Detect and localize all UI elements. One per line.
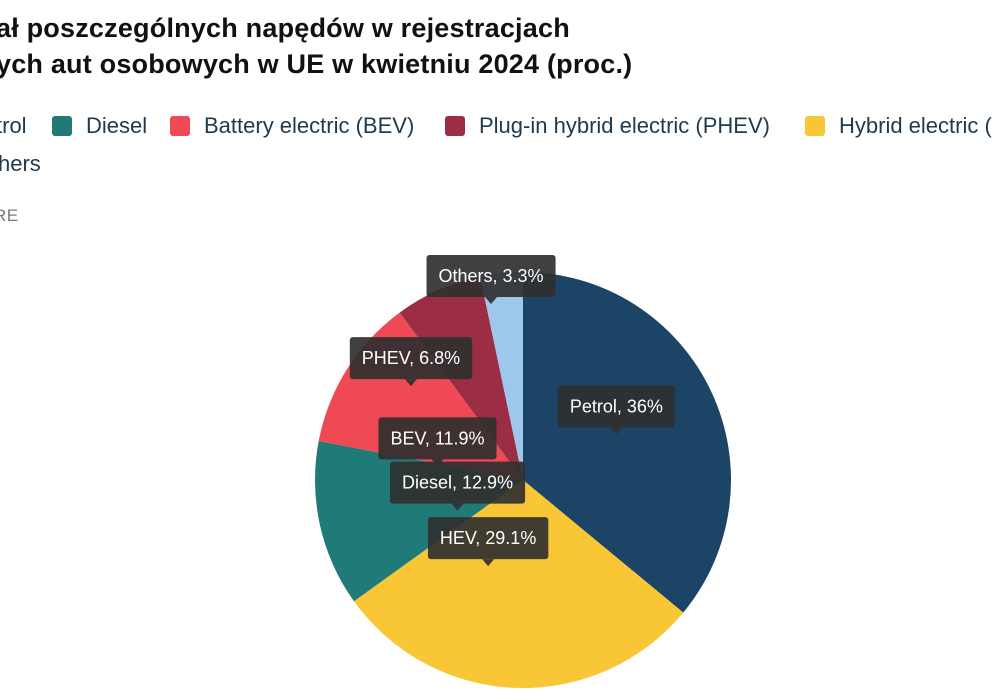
pie-label-box-diesel <box>390 461 526 504</box>
pie-label-pointer-others <box>485 296 498 304</box>
chart-title: ał poszczególnych napędów w rejestracjac… <box>0 10 996 82</box>
legend-item-hev[interactable]: Hybrid electric ( <box>805 113 992 139</box>
chart-legend: trol Diesel Battery electric (BEV) Plug-… <box>0 113 1000 193</box>
legend-swatch-phev <box>445 116 465 136</box>
legend-label-hev: Hybrid electric ( <box>839 113 992 138</box>
pie-label-text-hev: HEV, 29.1% <box>440 528 536 548</box>
pie-label-text-diesel: Diesel, 12.9% <box>402 473 513 493</box>
legend-swatch-bev <box>170 116 190 136</box>
pie-label-pointer-petrol <box>610 427 623 435</box>
pie-label-text-bev: BEV, 11.9% <box>390 428 484 448</box>
pie-label-hev: HEV, 29.1% <box>427 517 549 567</box>
pie-labels: Petrol, 36% HEV, 29.1% Diesel, 12.9% BEV, 1… <box>349 254 675 567</box>
pie-label-box-bev <box>378 417 497 460</box>
pie-label-text-petrol: Petrol, 36% <box>570 396 663 416</box>
pie-slice-hev[interactable] <box>353 480 684 688</box>
pie-label-box-others <box>426 254 556 297</box>
legend-swatch-diesel <box>52 116 72 136</box>
chart-title-line-2: ych aut osobowych w UE w kwietniu 2024 (… <box>0 49 633 79</box>
pie-label-pointer-bev <box>431 459 444 467</box>
pie-label-pointer-phev <box>405 379 418 387</box>
legend-item-phev[interactable]: Plug-in hybrid electric (PHEV) <box>445 113 770 139</box>
pie-label-text-others: Others, 3.3% <box>439 266 544 286</box>
legend-label-bev: Battery electric (BEV) <box>204 113 415 138</box>
pie-slice-petrol[interactable] <box>523 272 732 613</box>
pie-label-box-petrol <box>557 385 675 428</box>
legend-swatch-hev <box>805 116 825 136</box>
legend-item-bev[interactable]: Battery electric (BEV) <box>170 113 414 139</box>
pie-label-text-phev: PHEV, 6.8% <box>362 348 460 368</box>
legend-label-petrol: trol <box>0 113 27 138</box>
pie-slice-others[interactable] <box>480 272 523 480</box>
legend-label-diesel: Diesel <box>86 113 148 138</box>
legend-item-diesel[interactable]: Diesel <box>52 113 147 139</box>
legend-item-petrol[interactable]: trol <box>0 113 27 139</box>
pie-label-box-phev <box>349 337 473 380</box>
pie-label-pointer-hev <box>482 559 495 567</box>
pie-label-pointer-diesel <box>451 503 464 511</box>
pie-label-others: Others, 3.3% <box>426 254 556 304</box>
legend-label-phev: Plug-in hybrid electric (PHEV) <box>479 113 770 138</box>
legend-item-others[interactable]: hers <box>0 151 41 177</box>
pie-label-bev: BEV, 11.9% <box>378 417 497 467</box>
chart-source: RE <box>0 206 19 225</box>
pie-label-box-hev <box>427 517 549 560</box>
pie-label-phev: PHEV, 6.8% <box>349 337 473 387</box>
pie-label-diesel: Diesel, 12.9% <box>390 461 526 511</box>
pie-label-petrol: Petrol, 36% <box>557 385 675 435</box>
legend-label-others: hers <box>0 151 41 176</box>
chart-title-line-1: ał poszczególnych napędów w rejestracjac… <box>0 13 570 43</box>
